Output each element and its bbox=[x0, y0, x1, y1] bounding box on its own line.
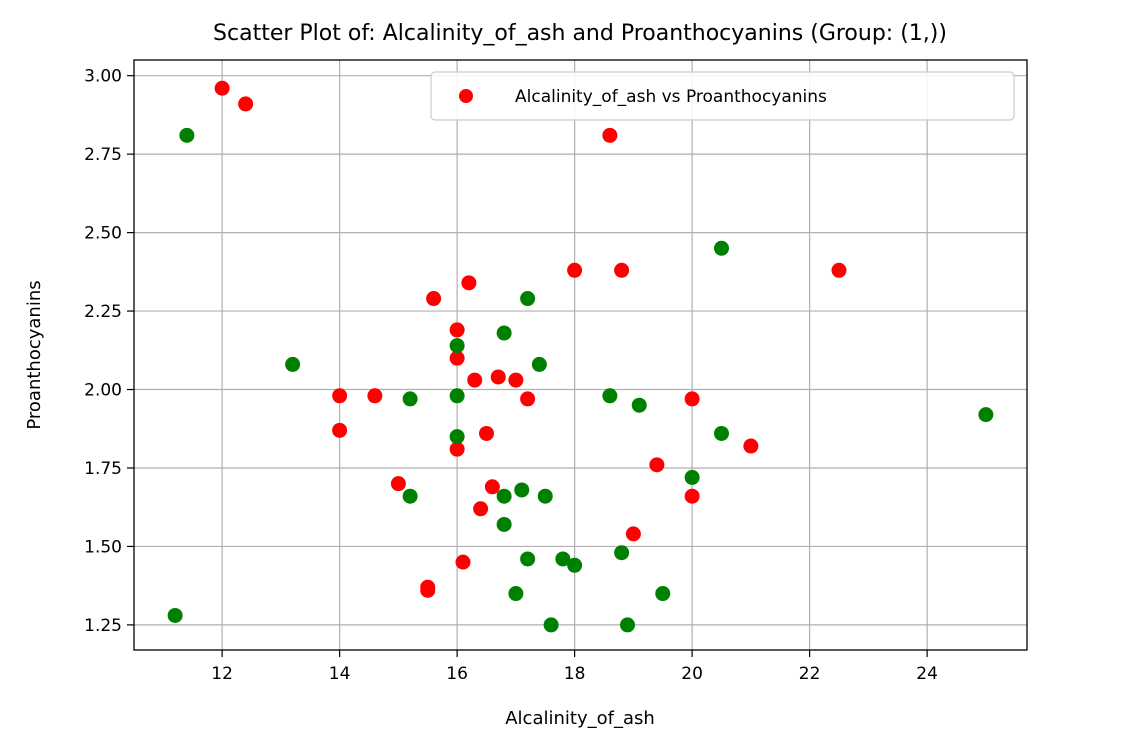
point-red bbox=[332, 388, 348, 404]
point-red bbox=[367, 388, 383, 404]
point-green bbox=[496, 488, 512, 504]
legend: Alcalinity_of_ash vs Proanthocyanins bbox=[430, 71, 1015, 121]
point-green bbox=[285, 356, 301, 372]
y-tick-label: 1.50 bbox=[84, 537, 122, 557]
point-red bbox=[520, 391, 536, 407]
point-green bbox=[614, 545, 630, 561]
y-tick-label: 1.25 bbox=[84, 616, 122, 636]
x-tick-label: 18 bbox=[564, 664, 586, 684]
x-tick-label: 12 bbox=[211, 664, 233, 684]
y-tick-label: 2.50 bbox=[84, 224, 122, 244]
point-green bbox=[555, 551, 571, 567]
point-red bbox=[461, 275, 477, 291]
y-axis-label: Proanthocyanins bbox=[24, 280, 45, 429]
point-red bbox=[484, 479, 500, 495]
axis-ticks: 12 14 16 18 20 22 24 1.25 1.50 1.75 2.00 2.25 2.50 2.… bbox=[84, 67, 938, 684]
x-tick-label: 20 bbox=[681, 664, 703, 684]
y-tick-label: 2.75 bbox=[84, 145, 122, 165]
point-green bbox=[496, 325, 512, 341]
point-green bbox=[537, 488, 553, 504]
point-green bbox=[602, 388, 618, 404]
point-red bbox=[390, 476, 406, 492]
point-red bbox=[449, 441, 465, 457]
point-green bbox=[449, 429, 465, 445]
point-green bbox=[714, 240, 729, 256]
y-tick-label: 1.75 bbox=[84, 459, 122, 479]
point-red bbox=[420, 582, 436, 598]
point-red bbox=[467, 372, 483, 388]
point-red bbox=[508, 372, 524, 388]
x-tick-label: 16 bbox=[446, 664, 468, 684]
point-red bbox=[602, 127, 618, 143]
point-green bbox=[567, 557, 583, 573]
y-tick-label: 2.00 bbox=[84, 381, 122, 401]
point-red bbox=[743, 438, 759, 454]
legend-label: Alcalinity_of_ash vs Proanthocyanins bbox=[515, 87, 827, 107]
y-tick-label: 2.25 bbox=[84, 302, 122, 322]
point-green bbox=[631, 397, 647, 413]
point-green bbox=[520, 551, 536, 567]
point-green bbox=[655, 586, 671, 602]
point-red bbox=[473, 501, 489, 517]
point-red bbox=[567, 262, 583, 278]
legend-box bbox=[430, 71, 1015, 121]
point-red bbox=[238, 96, 254, 112]
plot-frame bbox=[133, 59, 1028, 651]
point-red bbox=[426, 291, 442, 307]
point-red bbox=[614, 262, 630, 278]
point-green bbox=[684, 469, 700, 485]
point-green bbox=[978, 407, 994, 423]
point-red bbox=[625, 526, 641, 542]
point-red bbox=[449, 350, 465, 366]
point-green bbox=[514, 482, 530, 498]
point-green bbox=[449, 388, 465, 404]
x-axis-label: Alcalinity_of_ash bbox=[505, 708, 655, 729]
point-red bbox=[490, 369, 506, 385]
point-red bbox=[479, 425, 494, 441]
y-tick-label: 3.00 bbox=[84, 67, 122, 87]
x-tick-label: 22 bbox=[799, 664, 821, 684]
point-green bbox=[714, 425, 729, 441]
x-tick-label: 24 bbox=[916, 664, 938, 684]
point-red bbox=[831, 262, 847, 278]
point-green bbox=[167, 607, 183, 623]
data-points bbox=[167, 80, 994, 633]
point-green bbox=[402, 488, 418, 504]
x-tick-label: 14 bbox=[329, 664, 351, 684]
grid-lines bbox=[134, 60, 1027, 650]
point-green bbox=[520, 291, 536, 307]
point-red bbox=[649, 457, 665, 473]
point-green bbox=[531, 356, 547, 372]
point-green bbox=[543, 617, 559, 633]
point-red bbox=[684, 488, 700, 504]
point-red bbox=[449, 322, 465, 338]
point-red bbox=[455, 554, 471, 570]
point-red bbox=[332, 422, 348, 438]
legend-marker bbox=[459, 89, 473, 103]
chart-title: Scatter Plot of: Alcalinity_of_ash and P… bbox=[213, 21, 947, 46]
point-green bbox=[402, 391, 418, 407]
point-green bbox=[508, 586, 524, 602]
point-red bbox=[684, 391, 700, 407]
point-green bbox=[620, 617, 635, 633]
point-green bbox=[449, 338, 465, 354]
point-red bbox=[214, 80, 230, 96]
point-green bbox=[496, 516, 512, 532]
point-green bbox=[179, 127, 195, 143]
